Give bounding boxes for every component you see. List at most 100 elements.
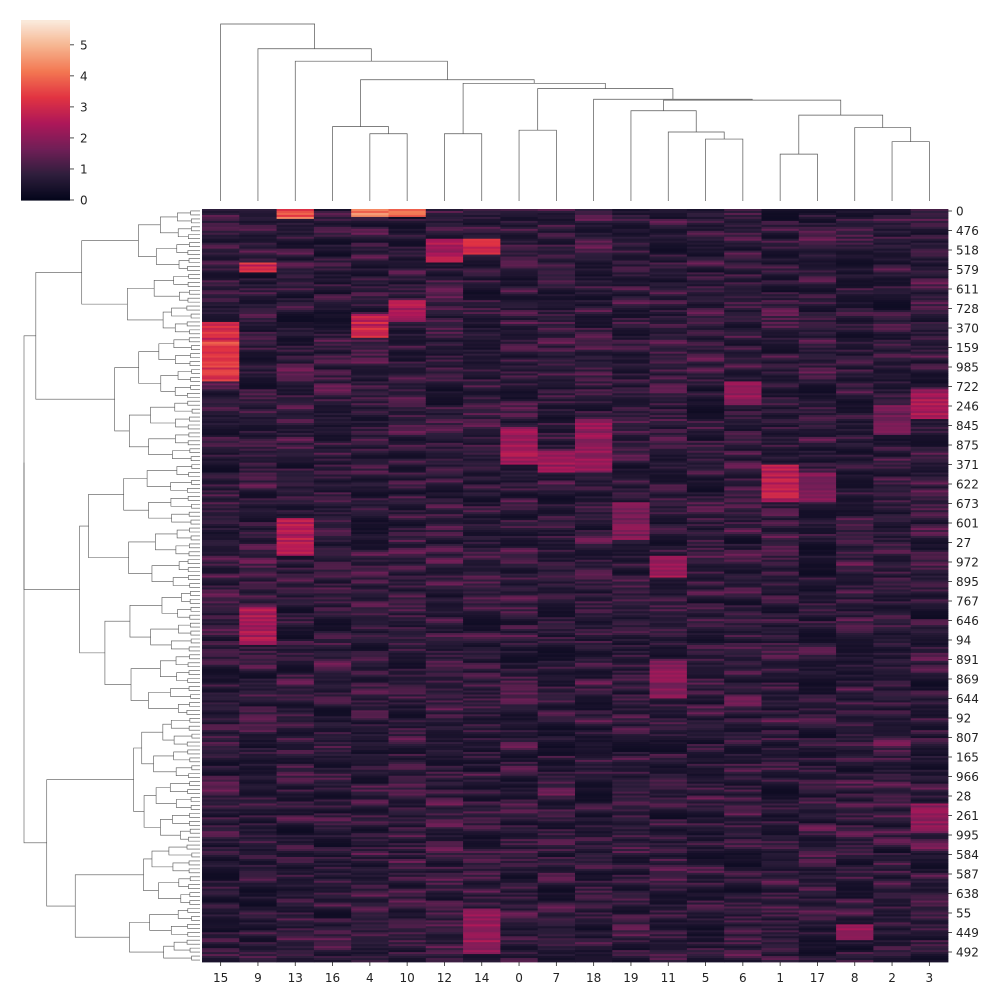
heatmap-cell — [575, 551, 613, 555]
heatmap-cell — [425, 397, 464, 400]
heatmap-cell — [388, 599, 427, 602]
heatmap-cell — [276, 530, 315, 533]
heatmap-cell — [537, 575, 576, 578]
row-dendrogram-link — [188, 686, 200, 691]
heatmap-cell — [425, 327, 464, 331]
heatmap-cell — [313, 674, 352, 678]
heatmap-cell — [313, 811, 352, 814]
heatmap-cell — [313, 613, 352, 616]
heatmap-cell — [313, 654, 352, 658]
heatmap-cell — [425, 854, 464, 858]
heatmap-cell — [649, 335, 688, 339]
heatmap-cell — [202, 866, 240, 870]
heatmap-cell — [276, 880, 315, 884]
heatmap-cell — [313, 397, 352, 400]
heatmap-cell — [388, 541, 427, 545]
heatmap-cell — [612, 785, 650, 789]
heatmap-cell — [239, 426, 277, 430]
heatmap-cell — [612, 631, 650, 634]
heatmap-cell — [537, 286, 576, 289]
heatmap-cell — [500, 892, 539, 896]
heatmap-cell — [351, 385, 389, 388]
heatmap-cell — [463, 601, 501, 604]
heatmap-cell — [500, 476, 539, 479]
heatmap-cell — [612, 333, 650, 337]
heatmap-cell — [463, 216, 501, 220]
row-dendrogram-link — [23, 335, 80, 590]
row-dendrogram — [23, 210, 200, 961]
heatmap-cell — [537, 690, 576, 693]
heatmap-cell — [537, 512, 576, 515]
heatmap-cell — [351, 615, 389, 618]
heatmap-cell — [425, 918, 464, 921]
heatmap-cell — [202, 446, 240, 450]
heatmap-cell — [388, 458, 427, 462]
heatmap-cell — [313, 212, 352, 216]
heatmap-cell — [575, 369, 613, 372]
heatmap-cell — [575, 510, 613, 513]
heatmap-cell — [313, 823, 352, 826]
heatmap-cell — [463, 577, 501, 580]
heatmap-cell — [537, 561, 576, 565]
heatmap-cell — [425, 940, 464, 943]
heatmap-cell — [649, 361, 688, 364]
column-dendrogram-link — [630, 110, 697, 201]
heatmap-cell — [202, 809, 240, 812]
heatmap-cell — [575, 292, 613, 295]
heatmap-cell — [276, 549, 315, 553]
heatmap-cell — [276, 438, 315, 442]
heatmap-cell — [202, 589, 240, 592]
heatmap-cell — [351, 321, 389, 325]
heatmap-cell — [239, 637, 277, 640]
heatmap-cell — [575, 623, 613, 626]
heatmap-cell — [537, 882, 576, 886]
heatmap-cell — [575, 854, 613, 858]
heatmap-cell — [388, 801, 427, 804]
heatmap-cell — [388, 510, 427, 513]
heatmap-cell — [649, 331, 688, 335]
row-dendrogram-link — [176, 529, 192, 539]
heatmap-cell — [612, 567, 650, 571]
heatmap-cell — [351, 599, 389, 602]
heatmap-cell — [351, 922, 389, 925]
heatmap-cell — [276, 922, 315, 925]
heatmap-cell — [463, 738, 501, 741]
heatmap-cell — [537, 787, 576, 790]
heatmap-cell — [500, 395, 539, 398]
heatmap-cell — [463, 393, 501, 396]
heatmap-cell — [612, 417, 650, 420]
heatmap-cell — [425, 698, 464, 701]
heatmap-cell — [388, 226, 427, 230]
heatmap-cell — [425, 779, 464, 783]
heatmap-cell — [537, 650, 576, 654]
heatmap-cell — [612, 870, 650, 874]
heatmap-cell — [463, 637, 501, 640]
heatmap-cell — [463, 851, 501, 854]
heatmap-cell — [239, 224, 277, 228]
heatmap-cell — [313, 571, 352, 575]
heatmap-cell — [276, 878, 315, 882]
heatmap-cell — [425, 621, 464, 624]
heatmap-cell — [239, 339, 277, 343]
heatmap-cell — [537, 740, 576, 743]
heatmap-cell — [388, 399, 427, 402]
heatmap-cell — [239, 438, 277, 442]
heatmap-cell — [463, 308, 501, 311]
heatmap-cell — [537, 902, 576, 905]
row-dendrogram-link — [190, 805, 200, 810]
colorbar-segment — [21, 38, 70, 41]
heatmap-cell — [388, 230, 427, 234]
heatmap-cell — [313, 954, 352, 957]
heatmap-cell — [313, 910, 352, 913]
heatmap-cell — [649, 312, 688, 315]
heatmap-cell — [202, 890, 240, 894]
heatmap-cell — [239, 470, 277, 473]
heatmap-cell — [500, 894, 539, 898]
heatmap-cell — [500, 660, 539, 664]
heatmap-cell — [425, 312, 464, 315]
heatmap-cell — [425, 381, 464, 384]
heatmap-cell — [463, 262, 501, 265]
heatmap-cell — [276, 409, 315, 412]
heatmap-cell — [425, 613, 464, 616]
